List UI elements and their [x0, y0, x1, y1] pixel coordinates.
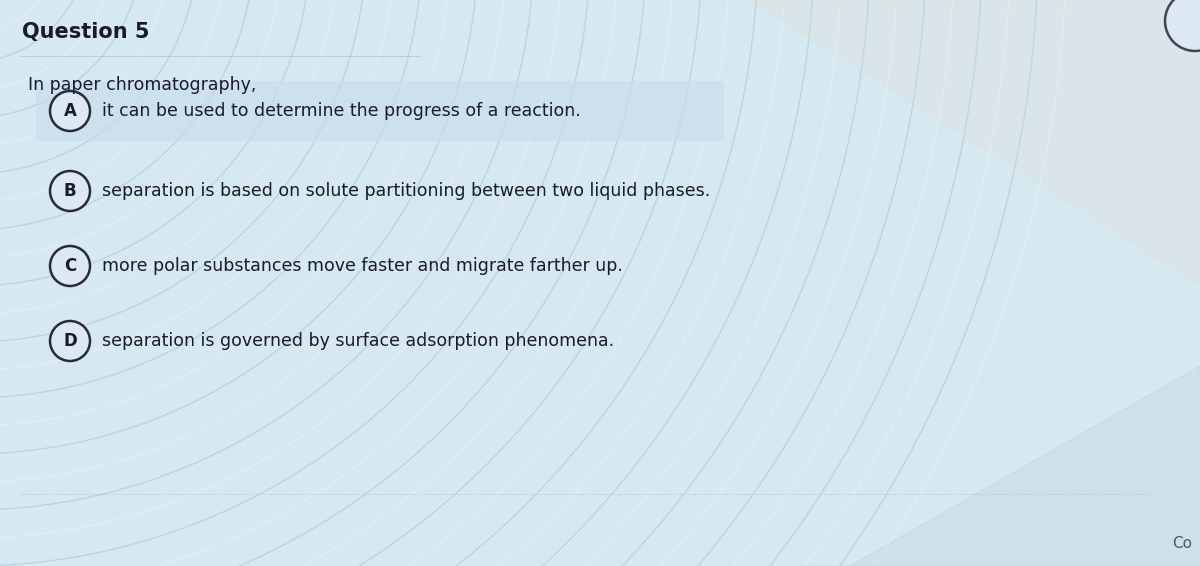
Text: In paper chromatography,: In paper chromatography, — [28, 76, 257, 94]
Text: more polar substances move faster and migrate farther up.: more polar substances move faster and mi… — [102, 257, 623, 275]
Text: separation is based on solute partitioning between two liquid phases.: separation is based on solute partitioni… — [102, 182, 710, 200]
Circle shape — [50, 91, 90, 131]
Polygon shape — [800, 366, 1200, 566]
Polygon shape — [700, 0, 1200, 286]
Circle shape — [50, 171, 90, 211]
Text: A: A — [64, 102, 77, 120]
Circle shape — [1165, 0, 1200, 51]
Text: B: B — [64, 182, 77, 200]
Circle shape — [50, 321, 90, 361]
Circle shape — [50, 246, 90, 286]
Text: Question 5: Question 5 — [22, 22, 150, 42]
Text: D: D — [64, 332, 77, 350]
Text: C: C — [64, 257, 76, 275]
Text: Co: Co — [1172, 536, 1192, 551]
Text: it can be used to determine the progress of a reaction.: it can be used to determine the progress… — [102, 102, 581, 120]
Text: separation is governed by surface adsorption phenomena.: separation is governed by surface adsorp… — [102, 332, 614, 350]
FancyBboxPatch shape — [36, 81, 724, 141]
